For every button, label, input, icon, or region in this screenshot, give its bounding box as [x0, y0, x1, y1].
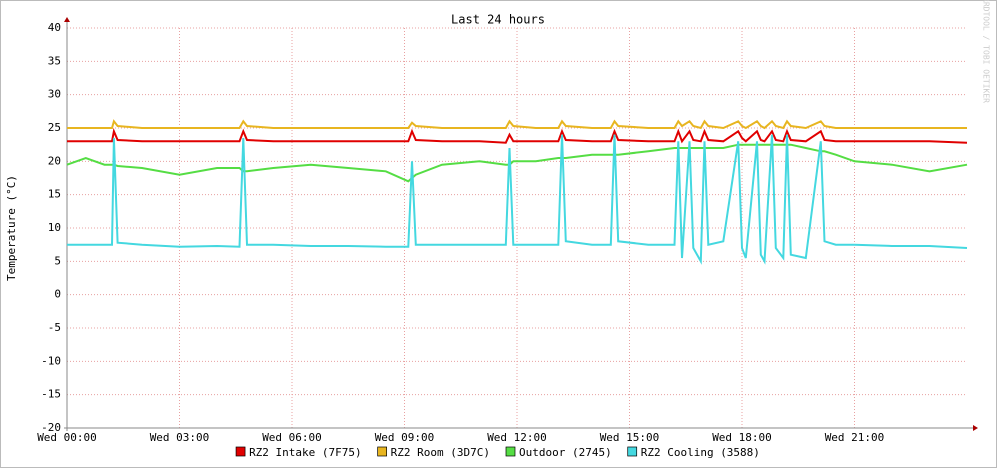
y-tick-label: 15 [48, 188, 61, 201]
y-tick-label: -15 [41, 388, 61, 401]
y-tick-label: 20 [48, 154, 61, 167]
y-tick-label: 30 [48, 88, 61, 101]
x-tick-label: Wed 12:00 [487, 431, 547, 444]
y-tick-label: 10 [48, 221, 61, 234]
y-axis-label: Temperature (°C) [5, 175, 18, 281]
watermark: RRDTOOL / TOBI OETIKER [982, 0, 991, 103]
arrow [973, 425, 978, 431]
x-tick-label: Wed 15:00 [600, 431, 660, 444]
legend-label: RZ2 Cooling (3588) [641, 446, 760, 459]
y-tick-label: -20 [41, 421, 61, 434]
legend-swatch [235, 446, 246, 457]
legend-swatch [377, 446, 388, 457]
y-tick-label: -5 [48, 321, 61, 334]
series-line [67, 134, 968, 265]
x-tick-label: Wed 09:00 [375, 431, 435, 444]
x-tick-label: Wed 18:00 [712, 431, 772, 444]
chart-title: Last 24 hours [451, 13, 545, 27]
y-tick-label: -10 [41, 354, 61, 367]
legend-label: Outdoor (2745) [519, 446, 612, 459]
series-line [67, 119, 967, 130]
x-tick-label: Wed 21:00 [825, 431, 885, 444]
legend-swatch [627, 446, 638, 457]
x-tick-label: Wed 03:00 [150, 431, 210, 444]
x-tick-label: Wed 06:00 [262, 431, 322, 444]
legend-label: RZ2 Intake (7F75) [249, 446, 362, 459]
y-tick-label: 5 [54, 254, 61, 267]
legend-swatch [505, 446, 516, 457]
y-tick-label: 0 [54, 288, 61, 301]
x-tick-label: Wed 00:00 [37, 431, 97, 444]
series-line [67, 127, 968, 144]
y-tick-label: 25 [48, 121, 61, 134]
y-tick-label: 40 [48, 21, 61, 34]
arrow [64, 17, 70, 22]
legend-label: RZ2 Room (3D7C) [391, 446, 490, 459]
y-tick-label: 35 [48, 54, 61, 67]
